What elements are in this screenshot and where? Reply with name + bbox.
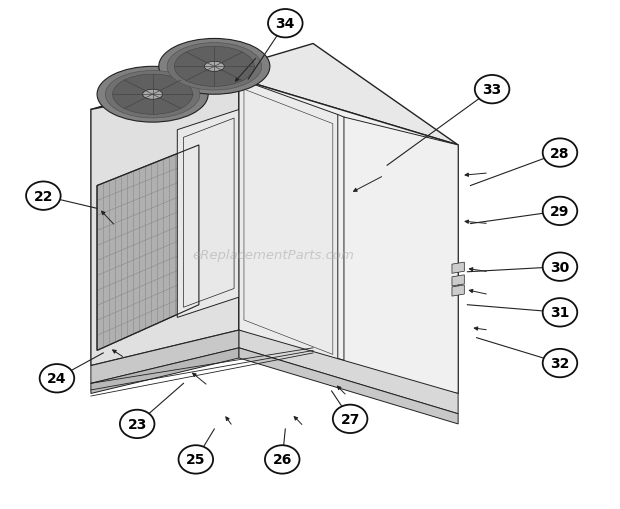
Circle shape (26, 182, 61, 210)
Text: 27: 27 (340, 412, 360, 426)
Polygon shape (452, 286, 464, 297)
Text: 26: 26 (273, 453, 292, 467)
Polygon shape (452, 275, 464, 287)
Circle shape (542, 139, 577, 167)
Text: 32: 32 (551, 356, 570, 371)
Circle shape (542, 299, 577, 327)
Text: 34: 34 (276, 17, 295, 31)
Text: 22: 22 (33, 189, 53, 203)
Ellipse shape (159, 39, 270, 95)
Circle shape (179, 445, 213, 474)
Text: eReplacementParts.com: eReplacementParts.com (192, 248, 354, 261)
Ellipse shape (205, 62, 224, 72)
Text: 30: 30 (551, 260, 570, 274)
Polygon shape (97, 146, 199, 351)
Circle shape (333, 405, 368, 433)
Polygon shape (177, 110, 239, 318)
Polygon shape (239, 80, 338, 366)
Polygon shape (239, 348, 458, 424)
Ellipse shape (167, 44, 262, 91)
Text: 31: 31 (551, 306, 570, 320)
Circle shape (40, 364, 74, 393)
Text: 24: 24 (47, 372, 67, 385)
Polygon shape (452, 263, 464, 274)
Polygon shape (239, 330, 458, 414)
Polygon shape (91, 348, 239, 394)
Polygon shape (344, 118, 458, 394)
Text: 33: 33 (482, 83, 502, 97)
Circle shape (268, 10, 303, 38)
Circle shape (475, 76, 510, 104)
Circle shape (542, 253, 577, 281)
Text: 28: 28 (550, 146, 570, 160)
Text: 25: 25 (186, 453, 206, 467)
Ellipse shape (113, 75, 193, 115)
Circle shape (542, 349, 577, 378)
Circle shape (542, 197, 577, 225)
Polygon shape (91, 44, 458, 146)
Ellipse shape (143, 90, 162, 100)
Ellipse shape (174, 47, 254, 87)
Circle shape (265, 445, 299, 474)
Ellipse shape (105, 71, 200, 119)
Polygon shape (91, 80, 239, 366)
Text: 29: 29 (551, 205, 570, 218)
Polygon shape (91, 330, 239, 384)
Text: 23: 23 (128, 417, 147, 431)
Ellipse shape (97, 67, 208, 123)
Polygon shape (239, 80, 458, 394)
Circle shape (120, 410, 154, 438)
